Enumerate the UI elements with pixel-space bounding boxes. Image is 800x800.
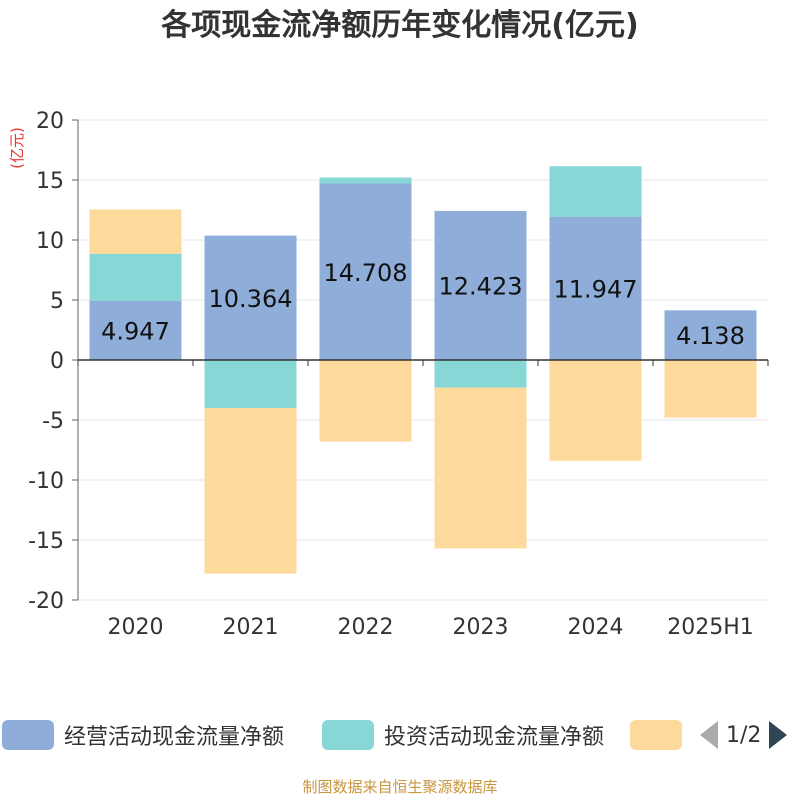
legend-swatch-investing bbox=[322, 720, 374, 750]
x-category-label: 2023 bbox=[453, 615, 509, 640]
pager-text: 1/2 bbox=[726, 722, 762, 748]
bar-data-labels: 4.947 10.364 14.708 12.423 11.947 4.138 bbox=[101, 259, 745, 350]
y-tick-label: -10 bbox=[28, 469, 64, 494]
y-axis-label: (亿元) bbox=[8, 127, 26, 169]
bar-2021-series-0 bbox=[204, 235, 297, 360]
y-tick-label: 5 bbox=[50, 289, 64, 314]
bar-2023-series-1 bbox=[434, 360, 527, 388]
y-tick-label: 0 bbox=[50, 349, 64, 374]
y-tick-label: 15 bbox=[36, 169, 64, 194]
bar-value-label: 12.423 bbox=[439, 272, 523, 300]
y-tick-label: -20 bbox=[28, 589, 64, 614]
data-source: 制图数据来自恒生聚源数据库 bbox=[302, 778, 498, 796]
x-category-label: 2020 bbox=[108, 615, 164, 640]
y-tick-label: -15 bbox=[28, 529, 64, 554]
legend-item-investing[interactable]: 投资活动现金流量净额 bbox=[322, 718, 604, 752]
legend-swatch-third bbox=[630, 720, 682, 750]
bar-2021-series-1 bbox=[204, 360, 297, 408]
bar-2024-series-1 bbox=[549, 166, 642, 217]
bar-2022-series-2 bbox=[319, 360, 412, 442]
legend-item-operating[interactable]: 经营活动现金流量净额 bbox=[2, 718, 284, 752]
legend-item-third[interactable] bbox=[630, 718, 682, 752]
legend-label-investing: 投资活动现金流量净额 bbox=[384, 725, 605, 750]
chart-title: 各项现金流净额历年变化情况(亿元) bbox=[161, 8, 639, 43]
bars bbox=[89, 166, 757, 574]
x-category-label: 2022 bbox=[338, 615, 394, 640]
bar-value-label: 11.947 bbox=[554, 275, 638, 303]
grid-lines bbox=[78, 119, 768, 601]
x-category-label: 2024 bbox=[568, 615, 624, 640]
bar-2022-series-1 bbox=[319, 177, 412, 184]
y-axis-ticks: 20 15 10 5 0 -5 -10 -15 -20 bbox=[28, 109, 79, 614]
y-tick-label: 20 bbox=[36, 109, 64, 134]
bar-2020-series-1 bbox=[89, 253, 182, 301]
bar-2020-series-0 bbox=[89, 300, 182, 360]
bar-2023-series-2 bbox=[434, 387, 527, 549]
bar-2021-series-2 bbox=[204, 408, 297, 574]
legend-pager: 1/2 bbox=[700, 718, 788, 752]
pager-next-icon[interactable] bbox=[769, 721, 788, 749]
bar-2023-series-0 bbox=[434, 210, 527, 360]
legend: 经营活动现金流量净额 投资活动现金流量净额 1/2 bbox=[0, 712, 800, 756]
x-category-label: 2021 bbox=[223, 615, 279, 640]
bar-2024-series-0 bbox=[549, 216, 642, 360]
bar-2025H1-series-2 bbox=[664, 360, 757, 418]
bar-value-label: 4.947 bbox=[101, 317, 170, 345]
legend-swatch-operating bbox=[2, 720, 54, 750]
y-tick-label: 10 bbox=[36, 229, 64, 254]
x-category-label: 2025H1 bbox=[667, 615, 754, 640]
bar-value-label: 4.138 bbox=[676, 322, 745, 350]
pager-prev-icon[interactable] bbox=[700, 721, 718, 749]
bar-value-label: 10.364 bbox=[209, 285, 293, 313]
bar-2022-series-0 bbox=[319, 183, 412, 360]
bar-2025H1-series-0 bbox=[664, 310, 757, 360]
bar-2024-series-2 bbox=[549, 360, 642, 461]
bar-2020-series-2 bbox=[89, 209, 182, 254]
bar-value-label: 14.708 bbox=[324, 259, 408, 287]
chart-canvas: 20 15 10 5 0 -5 -10 -15 -20 4.947 10.364 14.708 12.… bbox=[8, 109, 769, 640]
x-axis: 2020 2021 2022 2023 2024 2025H1 bbox=[77, 359, 769, 640]
legend-label-operating: 经营活动现金流量净额 bbox=[64, 725, 285, 750]
y-tick-label: -5 bbox=[42, 409, 64, 434]
